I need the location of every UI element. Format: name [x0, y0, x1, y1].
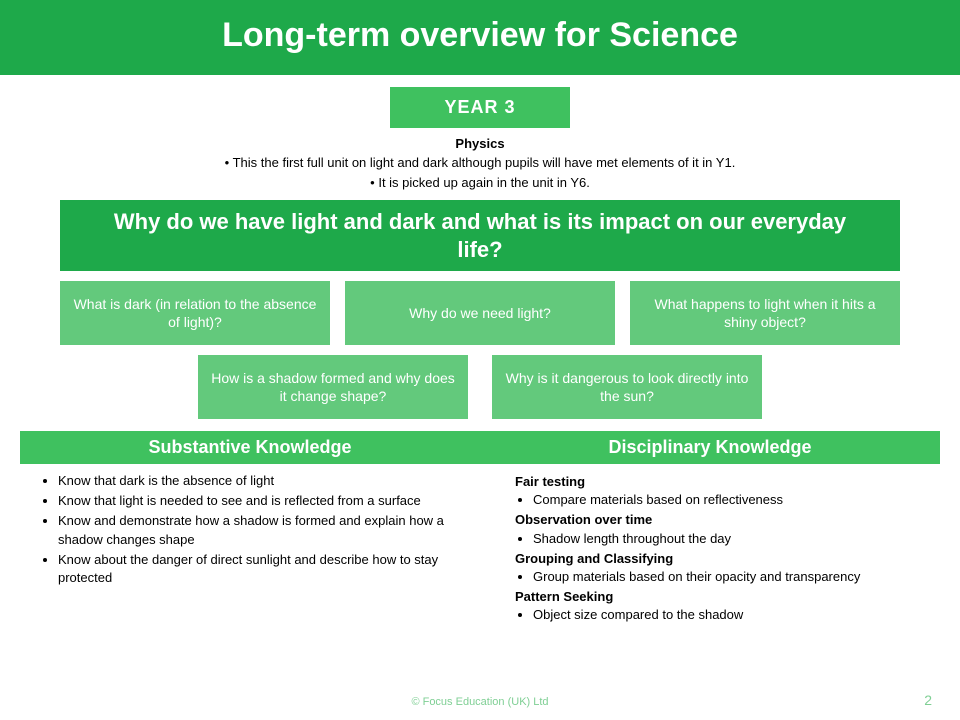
substantive-column: Know that dark is the absence of light Kn…	[20, 468, 465, 627]
sub-question: How is a shadow formed and why does it c…	[198, 355, 468, 419]
substantive-item: Know that dark is the absence of light	[58, 472, 461, 490]
substantive-header: Substantive Knowledge	[20, 431, 480, 464]
disciplinary-item: Shadow length throughout the day	[533, 530, 936, 548]
disciplinary-column: Fair testingCompare materials based on r…	[495, 468, 940, 627]
substantive-item: Know about the danger of direct sunlight…	[58, 551, 461, 587]
substantive-item: Know that light is needed to see and is …	[58, 492, 461, 510]
knowledge-headers: Substantive Knowledge Disciplinary Knowl…	[20, 431, 940, 464]
intro-bullets: This the first full unit on light and da…	[0, 153, 960, 192]
subject-label: Physics	[0, 136, 960, 151]
disciplinary-heading: Pattern Seeking	[515, 588, 936, 606]
main-question: Why do we have light and dark and what i…	[60, 200, 900, 271]
disciplinary-item: Object size compared to the shadow	[533, 606, 936, 624]
year-badge: YEAR 3	[390, 87, 570, 128]
page-title: Long-term overview for Science	[0, 0, 960, 75]
intro-bullet: This the first full unit on light and da…	[0, 153, 960, 173]
disciplinary-item: Compare materials based on reflectivenes…	[533, 491, 936, 509]
sub-questions: What is dark (in relation to the absence…	[60, 281, 900, 419]
intro-bullet: It is picked up again in the unit in Y6.	[0, 173, 960, 193]
sub-question: What is dark (in relation to the absence…	[60, 281, 330, 345]
sub-question: Why is it dangerous to look directly int…	[492, 355, 762, 419]
disciplinary-header: Disciplinary Knowledge	[480, 431, 940, 464]
knowledge-body: Know that dark is the absence of light Kn…	[20, 468, 940, 627]
page-number: 2	[924, 692, 932, 708]
sub-question: Why do we need light?	[345, 281, 615, 345]
footer-copyright: © Focus Education (UK) Ltd	[0, 696, 960, 708]
disciplinary-heading: Observation over time	[515, 511, 936, 529]
sub-question: What happens to light when it hits a shi…	[630, 281, 900, 345]
disciplinary-heading: Grouping and Classifying	[515, 550, 936, 568]
substantive-item: Know and demonstrate how a shadow is for…	[58, 512, 461, 548]
disciplinary-item: Group materials based on their opacity a…	[533, 568, 936, 586]
disciplinary-heading: Fair testing	[515, 473, 936, 491]
